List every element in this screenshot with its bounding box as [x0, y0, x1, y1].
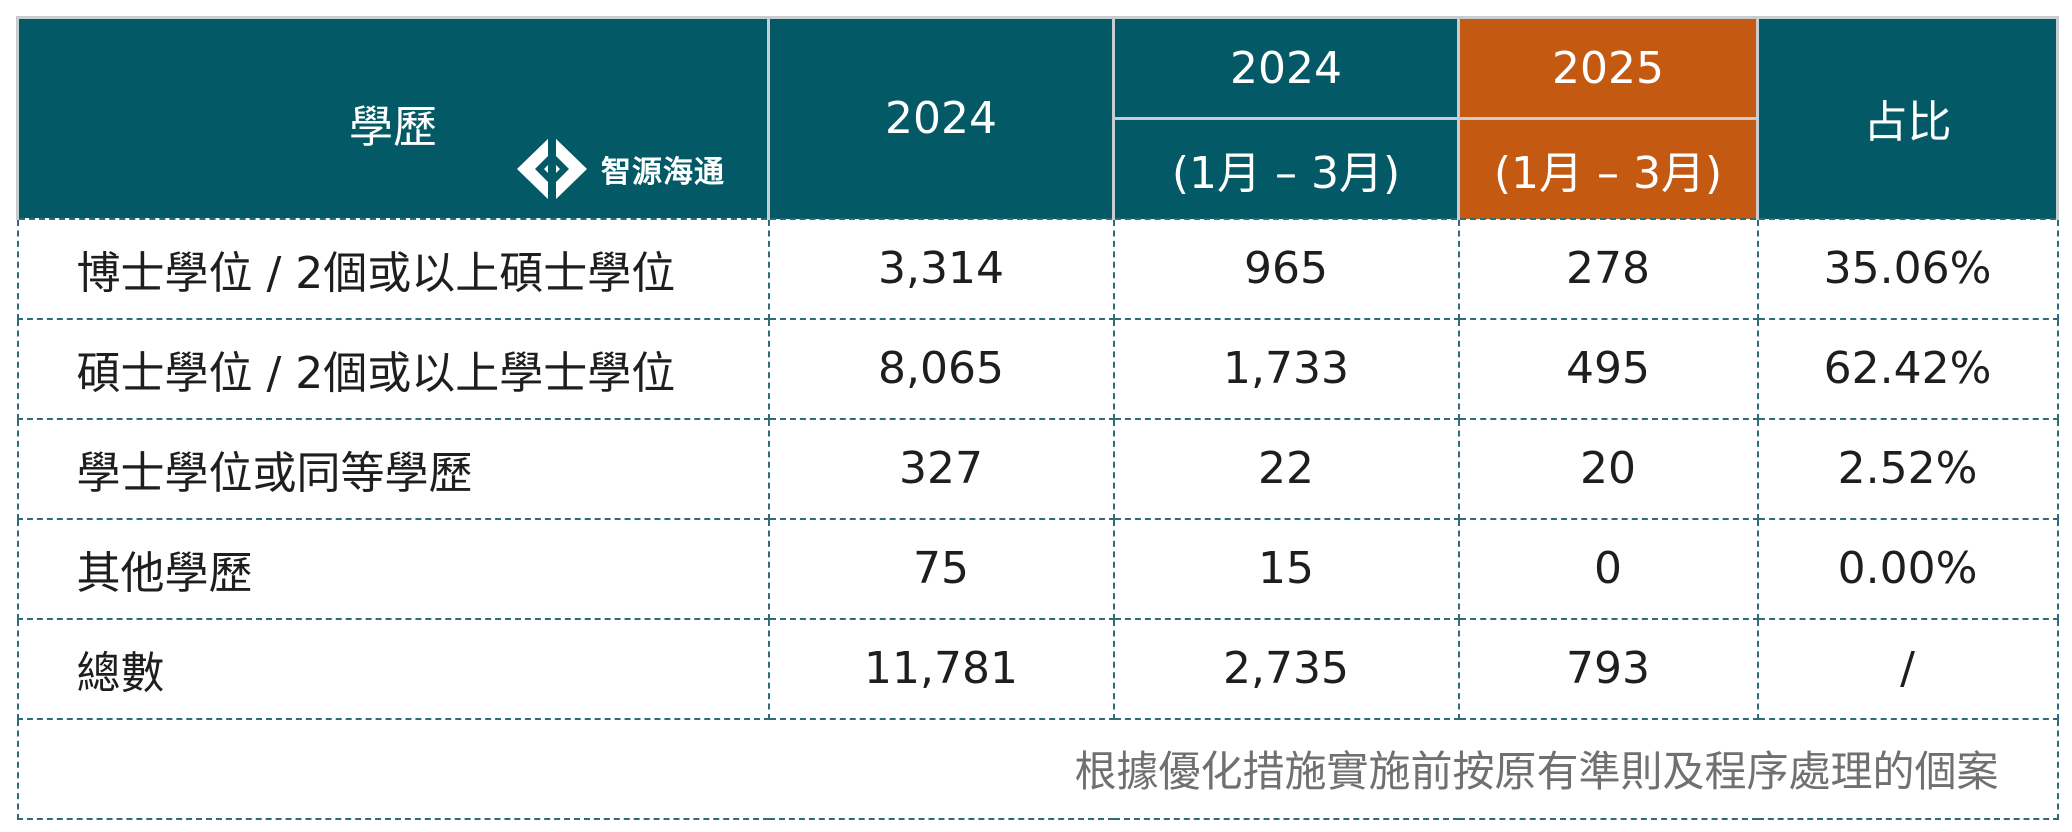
- table-row: 學士學位或同等學歷 327 22 20 2.52%: [16, 417, 2059, 520]
- cell-share: 35.06%: [1756, 217, 2059, 320]
- cell-2024: 11,781: [767, 617, 1115, 720]
- table-row: 博士學位 / 2個或以上碩士學位 3,314 965 278 35.06%: [16, 217, 2059, 320]
- cell-2024: 327: [767, 417, 1115, 520]
- footnote: 根據優化措施實施前按原有準則及程序處理的個案: [16, 717, 2059, 820]
- header-2024: 2024: [767, 16, 1115, 219]
- cell-share: /: [1756, 617, 2059, 720]
- table-row: 其他學歷 75 15 0 0.00%: [16, 517, 2059, 620]
- cell-2025-q1: 0: [1457, 517, 1759, 620]
- cell-2024: 8,065: [767, 317, 1115, 420]
- education-table-wrapper: 學歷 智源海通 2024 2024 2025 占比: [16, 16, 2059, 820]
- cell-2024-q1: 15: [1112, 517, 1460, 620]
- table-row: 碩士學位 / 2個或以上學士學位 8,065 1,733 495 62.42%: [16, 317, 2059, 420]
- table-row-total: 總數 11,781 2,735 793 /: [16, 617, 2059, 720]
- footnote-row: 根據優化措施實施前按原有準則及程序處理的個案: [16, 717, 2059, 820]
- cell-2024: 75: [767, 517, 1115, 620]
- cell-share: 62.42%: [1756, 317, 2059, 420]
- cell-2025-q1: 20: [1457, 417, 1759, 520]
- cell-2024: 3,314: [767, 217, 1115, 320]
- cell-2024-q1: 22: [1112, 417, 1460, 520]
- header-2024-q1-year: 2024: [1112, 16, 1460, 120]
- row-label: 博士學位 / 2個或以上碩士學位: [16, 217, 770, 320]
- cell-2024-q1: 1,733: [1112, 317, 1460, 420]
- cell-2024-q1: 2,735: [1112, 617, 1460, 720]
- row-label: 其他學歷: [16, 517, 770, 620]
- header-share: 占比: [1756, 16, 2059, 219]
- cell-share: 2.52%: [1756, 417, 2059, 520]
- cell-2025-q1: 793: [1457, 617, 1759, 720]
- diamond-logo-icon: [517, 133, 587, 205]
- row-label: 學士學位或同等學歷: [16, 417, 770, 520]
- education-statistics-table: 學歷 智源海通 2024 2024 2025 占比: [16, 16, 2059, 820]
- header-education-label: 學歷: [349, 102, 437, 153]
- cell-share: 0.00%: [1756, 517, 2059, 620]
- brand-name: 智源海通: [601, 155, 725, 190]
- cell-2025-q1: 495: [1457, 317, 1759, 420]
- header-2025-q1-period: (1月 – 3月): [1457, 117, 1759, 219]
- cell-2025-q1: 278: [1457, 217, 1759, 320]
- header-2024-q1-period: (1月 – 3月): [1112, 117, 1460, 219]
- brand-logo: 智源海通: [515, 133, 725, 205]
- cell-2024-q1: 965: [1112, 217, 1460, 320]
- row-label: 碩士學位 / 2個或以上學士學位: [16, 317, 770, 420]
- row-label: 總數: [16, 617, 770, 720]
- header-education: 學歷 智源海通: [16, 16, 770, 219]
- header-2025-q1-year: 2025: [1457, 16, 1759, 120]
